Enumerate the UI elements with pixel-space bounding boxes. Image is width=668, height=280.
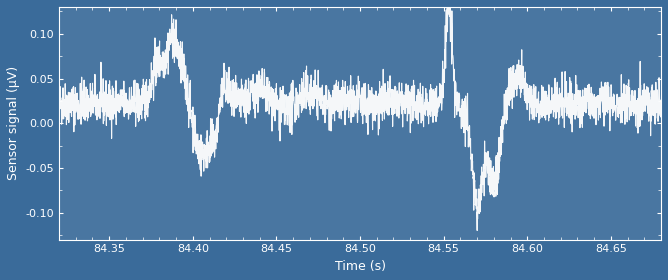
Y-axis label: Sensor signal (μV): Sensor signal (μV) xyxy=(7,66,20,180)
X-axis label: Time (s): Time (s) xyxy=(335,260,385,273)
